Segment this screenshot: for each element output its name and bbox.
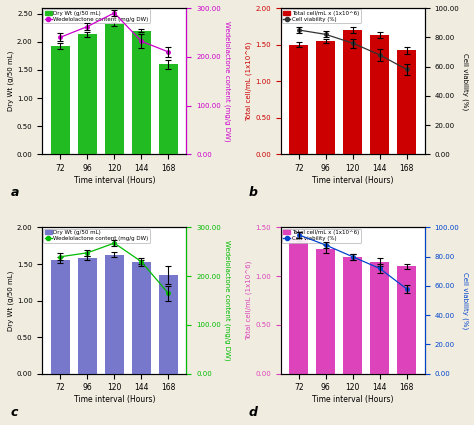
Bar bbox=[397, 266, 416, 374]
Y-axis label: Total cell/mL (1x10^6): Total cell/mL (1x10^6) bbox=[246, 261, 253, 340]
X-axis label: Time interval (Hours): Time interval (Hours) bbox=[312, 176, 393, 185]
Bar bbox=[397, 51, 416, 154]
Bar bbox=[51, 260, 70, 374]
Legend: Total cell/mL x (1x10^6), Cell viability (%): Total cell/mL x (1x10^6), Cell viability… bbox=[282, 9, 361, 23]
Y-axis label: Dry Wt (g/50 mL): Dry Wt (g/50 mL) bbox=[8, 270, 14, 331]
Bar bbox=[132, 31, 151, 154]
Bar bbox=[343, 257, 362, 374]
Text: c: c bbox=[10, 406, 18, 419]
X-axis label: Time interval (Hours): Time interval (Hours) bbox=[73, 176, 155, 185]
Bar bbox=[370, 35, 389, 154]
Y-axis label: Cell viability (%): Cell viability (%) bbox=[462, 272, 468, 329]
Y-axis label: Wedelolactone content (mg/g DW): Wedelolactone content (mg/g DW) bbox=[224, 21, 230, 142]
Legend: Dry Wt (g/50 mL), Wedelolactone content (mg/g DW): Dry Wt (g/50 mL), Wedelolactone content … bbox=[44, 229, 150, 243]
Bar bbox=[316, 41, 335, 154]
Y-axis label: Dry Wt (g/50 mL): Dry Wt (g/50 mL) bbox=[8, 51, 14, 111]
Bar bbox=[343, 30, 362, 154]
Bar bbox=[51, 46, 70, 154]
Legend: Dry Wt (g/50 mL), Wedelolactone content (mg/g DW): Dry Wt (g/50 mL), Wedelolactone content … bbox=[44, 9, 150, 23]
Bar bbox=[105, 24, 124, 154]
Text: d: d bbox=[249, 406, 258, 419]
Text: b: b bbox=[249, 187, 258, 199]
Legend: Total cell/mL x (1x10^6), Cell viability (%): Total cell/mL x (1x10^6), Cell viability… bbox=[282, 229, 361, 243]
Bar bbox=[370, 262, 389, 374]
Bar bbox=[78, 34, 97, 154]
Text: a: a bbox=[10, 187, 19, 199]
Bar bbox=[159, 275, 178, 374]
Bar bbox=[132, 262, 151, 374]
Bar bbox=[78, 258, 97, 374]
X-axis label: Time interval (Hours): Time interval (Hours) bbox=[73, 395, 155, 404]
Bar bbox=[159, 64, 178, 154]
Bar bbox=[289, 237, 308, 374]
Bar bbox=[316, 249, 335, 374]
Y-axis label: Total cell/mL (1x10^6): Total cell/mL (1x10^6) bbox=[246, 42, 253, 121]
Y-axis label: Cell viability (%): Cell viability (%) bbox=[462, 53, 468, 110]
Bar bbox=[105, 255, 124, 374]
Y-axis label: Wedelolactone content (mg/g DW): Wedelolactone content (mg/g DW) bbox=[224, 240, 230, 361]
Bar bbox=[289, 45, 308, 154]
X-axis label: Time interval (Hours): Time interval (Hours) bbox=[312, 395, 393, 404]
